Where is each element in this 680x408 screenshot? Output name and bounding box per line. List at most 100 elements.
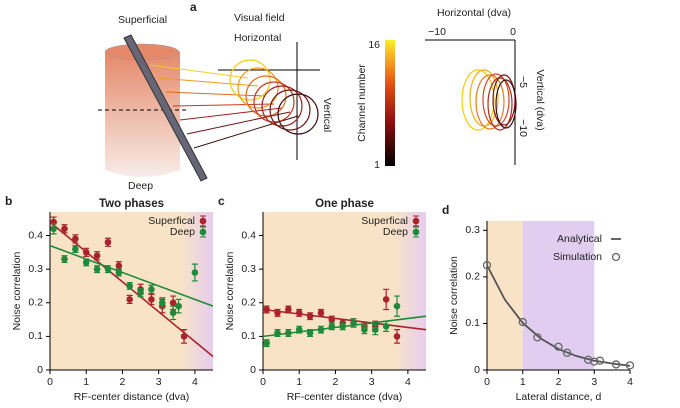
legend-swatch: [199, 228, 207, 236]
chart-title: One phase: [315, 198, 374, 210]
rf-ytick: −10: [517, 119, 529, 137]
y-axis-label: Noise correlation: [448, 256, 460, 335]
y-tick-label: 0.4: [28, 229, 43, 241]
x-tick-label: 3: [156, 376, 162, 388]
point: [82, 249, 90, 256]
point: [115, 269, 123, 276]
point: [590, 357, 599, 366]
text: Superficial: [118, 14, 167, 26]
rf-xtick: −10: [428, 26, 446, 38]
x-tick-label: 1: [83, 376, 89, 388]
point: [533, 333, 542, 342]
panel-label: d: [442, 203, 449, 217]
text: Visual field: [234, 12, 285, 24]
x-axis-label: Lateral distance, d: [516, 391, 602, 403]
y-axis-label: Noise correlation: [11, 251, 23, 330]
rf-xlabel: Horizontal (dva): [437, 7, 511, 19]
point: [306, 312, 314, 320]
point: [625, 361, 635, 370]
point: [328, 316, 336, 323]
x-axis-label: RF-center distance (dva): [287, 391, 403, 403]
point: [115, 262, 123, 270]
point: [104, 238, 112, 246]
x-tick-label: 4: [627, 376, 633, 388]
rf-contours: [461, 69, 517, 131]
point: [263, 339, 270, 347]
point: [393, 333, 401, 340]
point: [317, 326, 325, 333]
point: [158, 299, 166, 307]
legend-swatch: [199, 217, 207, 225]
y-tick-label: 0.3: [28, 263, 43, 275]
point: [274, 309, 281, 317]
colorbar-label: 1: [374, 159, 380, 171]
region: [522, 221, 595, 370]
legend-swatch: [412, 228, 420, 236]
point: [72, 235, 79, 243]
point: [61, 255, 68, 263]
rf-ylabel: Vertical (dva): [534, 69, 546, 130]
point: [371, 326, 379, 333]
x-tick-label: 4: [192, 376, 198, 388]
panel-a: a Superficial Visual field Horizontal: [98, 0, 546, 192]
x-tick-label: 3: [369, 376, 375, 388]
x-tick-label: 4: [405, 376, 411, 388]
x-tick-label: 2: [333, 376, 339, 388]
point: [169, 309, 177, 317]
y-tick-label: 0: [37, 364, 43, 376]
y-tick-label: 0.1: [28, 330, 43, 342]
point: [137, 289, 144, 296]
point: [285, 329, 292, 337]
electrode: [123, 34, 208, 182]
text: Deep: [128, 180, 153, 192]
point: [61, 225, 68, 233]
point: [148, 286, 155, 293]
point: [50, 225, 57, 233]
point: [104, 265, 112, 273]
point: [263, 306, 270, 313]
legend-label: Deep: [383, 226, 408, 238]
point: [180, 333, 188, 340]
x-axis-label: RF-center distance (dva): [74, 391, 190, 403]
y-tick-label: 0.2: [28, 297, 43, 309]
point: [191, 269, 199, 276]
x-tick-label: 0: [484, 376, 490, 388]
region: [487, 221, 523, 370]
line: [486, 264, 631, 367]
point: [361, 326, 368, 333]
point: [339, 322, 346, 330]
point: [611, 360, 621, 369]
fit-line: [49, 244, 214, 307]
y-axis-label: Noise correlation: [224, 251, 236, 330]
x-tick-label: 1: [296, 376, 302, 388]
y-tick-label: 0.3: [241, 263, 256, 275]
point: [317, 309, 325, 317]
point: [295, 309, 303, 317]
y-tick-label: 0: [474, 364, 480, 376]
chart-title: Two phases: [99, 198, 164, 210]
point: [328, 322, 336, 330]
colorbar-label: 16: [368, 39, 380, 51]
y-tick-label: 0.2: [241, 297, 256, 309]
point: [382, 296, 390, 303]
point: [595, 356, 605, 365]
x-tick-label: 2: [120, 376, 126, 388]
x-tick-label: 1: [520, 376, 526, 388]
y-tick-label: 0.3: [465, 224, 480, 236]
rf-xtick: 0: [510, 26, 516, 38]
panel-label: c: [218, 194, 225, 208]
x-tick-label: 0: [47, 376, 53, 388]
point: [93, 265, 101, 273]
point: [554, 342, 563, 351]
colorbar: [385, 40, 395, 166]
point: [126, 296, 133, 303]
point: [126, 282, 133, 290]
legend-label: Superfical: [148, 215, 195, 227]
point: [306, 329, 314, 337]
point: [393, 302, 401, 310]
point: [175, 302, 182, 310]
legend-label: Analytical: [557, 233, 602, 245]
point: [562, 348, 572, 357]
y-tick-label: 0.1: [465, 317, 480, 329]
